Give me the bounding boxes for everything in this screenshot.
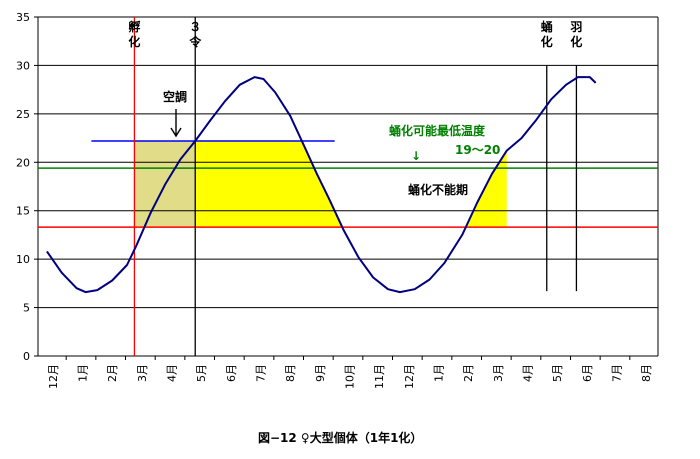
ytick-label-10: 10 — [16, 253, 30, 266]
ticks-layer: 0 5 10 15 20 25 30 35 12月 1月 2月 3月 4月 5月 6月 7月 8月 9月 10月 11… — [16, 11, 653, 389]
annotation-min-temp-arrow: ↓ — [411, 149, 421, 163]
annotation-aircon: 空調 — [163, 89, 187, 104]
xtick-label-17: 5月 — [551, 364, 564, 382]
annotation-impossible: 蛹化不能期 — [408, 182, 468, 197]
xtick-label-13: 1月 — [433, 364, 446, 382]
series-temperature-line — [46, 76, 597, 294]
vline-label-instar3-0: ３ — [189, 20, 201, 34]
fill-yellow-1 — [195, 141, 341, 228]
xtick-label-12: 12月 — [403, 364, 416, 389]
ytick-label-25: 25 — [16, 108, 30, 121]
xtick-label-5: 5月 — [195, 364, 208, 382]
lines-layer — [38, 17, 658, 356]
xtick-label-8: 8月 — [284, 364, 297, 382]
xtick-label-2: 2月 — [106, 364, 119, 382]
fill-yellow-2 — [468, 150, 507, 228]
xtick-label-3: 3月 — [136, 364, 149, 382]
xtick-label-4: 4月 — [166, 364, 179, 382]
xtick-label-20: 8月 — [640, 364, 653, 382]
vline-label-hatch-1: 化 — [128, 34, 140, 49]
xtick-label-18: 6月 — [581, 364, 594, 382]
xtick-label-16: 4月 — [522, 364, 535, 382]
ytick-label-20: 20 — [16, 156, 30, 169]
xtick-label-14: 2月 — [462, 364, 475, 382]
xtick-label-19: 7月 — [611, 364, 624, 382]
xtick-label-0: 12月 — [47, 364, 60, 389]
ytick-label-30: 30 — [16, 59, 30, 72]
vline-label-instar3-1: 令 — [188, 34, 202, 49]
vline-label-emergence-0: 羽 — [570, 20, 582, 34]
xtick-label-11: 11月 — [373, 364, 386, 389]
annotations-layer: 空調 蛹化可能最低温度 19〜20 ↓ 蛹化不能期 — [163, 89, 500, 197]
curve-layer — [46, 76, 597, 294]
annotation-min-temp-range: 19〜20 — [455, 143, 500, 157]
xtick-label-9: 9月 — [314, 364, 327, 382]
vline-label-pupation-1: 化 — [541, 34, 553, 49]
vline-label-hatch-0: 孵 — [128, 19, 140, 34]
chart-caption: 図−12 ♀大型個体（1年1化） — [258, 430, 422, 445]
annotation-min-temp-title: 蛹化可能最低温度 — [389, 123, 486, 138]
xtick-label-10: 10月 — [344, 364, 357, 389]
vline-label-pupation-0: 蛹 — [541, 19, 553, 34]
xtick-label-6: 6月 — [225, 364, 238, 382]
xtick-label-7: 7月 — [255, 364, 268, 382]
grid-layer — [37, 16, 659, 357]
ytick-label-35: 35 — [16, 11, 30, 24]
arrow-aircon-icon — [170, 109, 182, 138]
vline-label-emergence-1: 化 — [570, 34, 582, 49]
xtick-label-15: 3月 — [492, 364, 505, 382]
ytick-label-5: 5 — [23, 302, 30, 315]
xtick-label-1: 1月 — [77, 364, 90, 382]
ytick-label-15: 15 — [16, 205, 30, 218]
ytick-label-0: 0 — [23, 350, 30, 363]
